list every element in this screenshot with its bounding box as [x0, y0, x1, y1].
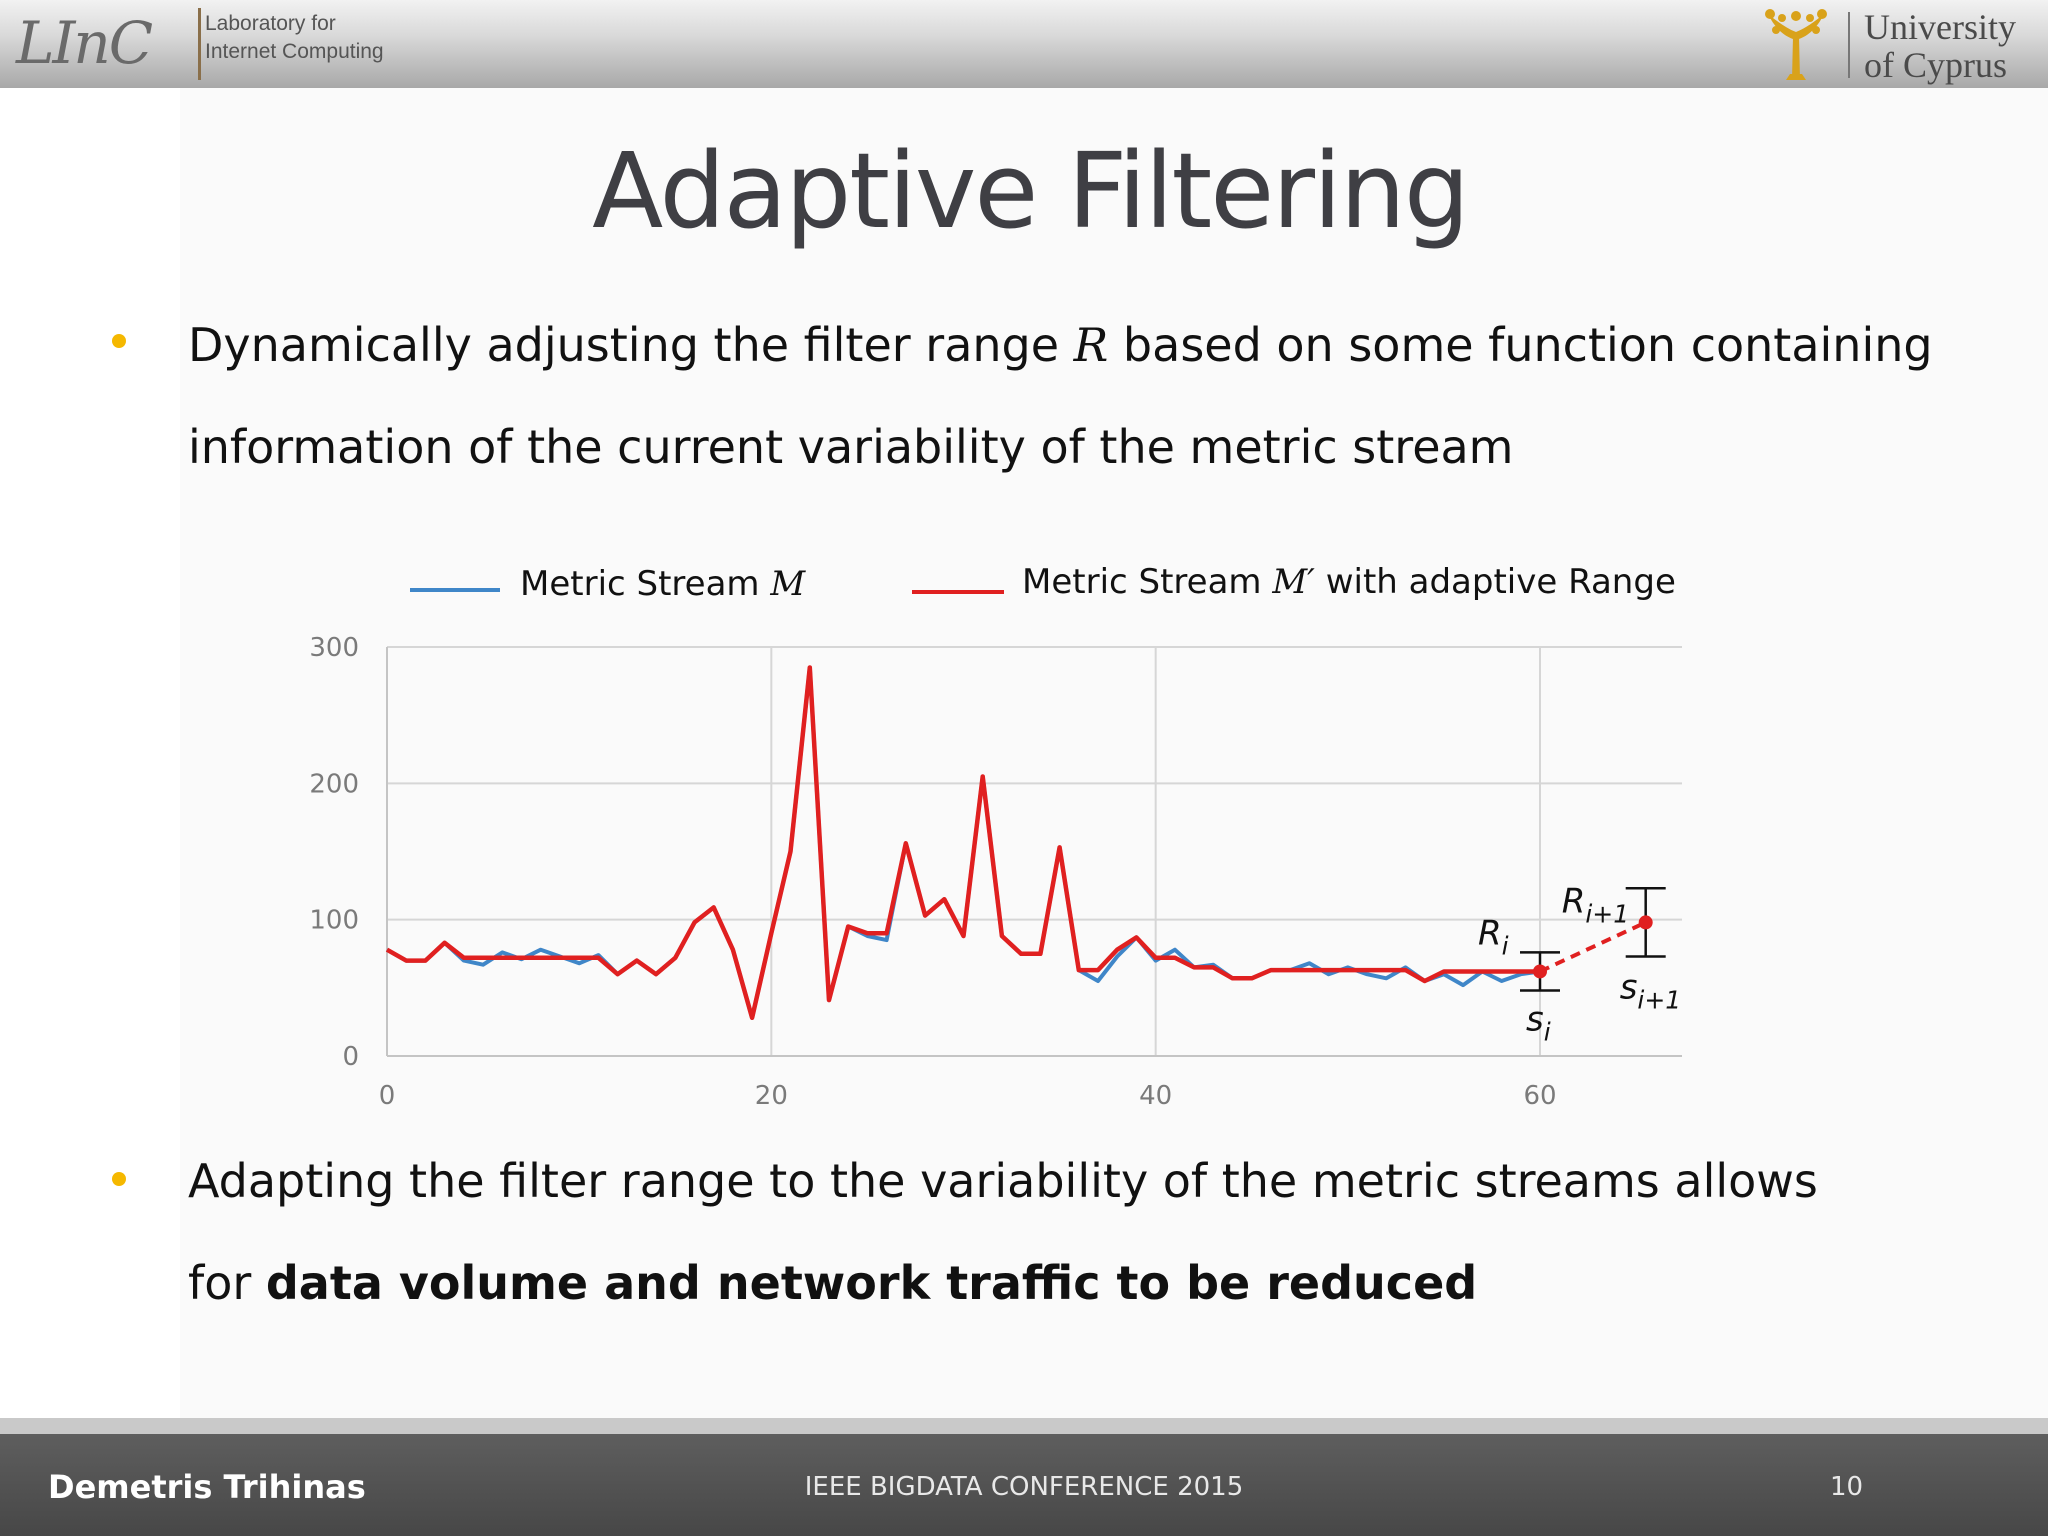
bullet-1-part-1: Dynamically adjusting the filter range [188, 318, 1074, 372]
footer-author: Demetris Trihinas [48, 1468, 366, 1506]
sample-label-s-i: si [1526, 1000, 1551, 1047]
lab-name: Laboratory for Internet Computing [205, 10, 384, 66]
bullet-2-text: Adapting the filter range to the variabi… [188, 1130, 1968, 1334]
sample-label-s-i1: si+1 [1620, 967, 1682, 1014]
range-label-r-i1: Ri+1 [1562, 881, 1629, 928]
bullet-2-prefix: for [188, 1256, 266, 1310]
legend-2-suffix: with adaptive Range [1314, 562, 1676, 602]
x-tick-label: 20 [755, 1081, 788, 1111]
bullet-marker-2 [112, 1172, 126, 1186]
x-tick-label: 40 [1139, 1081, 1172, 1111]
x-tick-label: 60 [1523, 1081, 1556, 1111]
legend-swatch-metric-stream [410, 588, 500, 592]
sample-point-1 [1533, 964, 1547, 979]
bullet-2-emphasis: data volume and network traffic to be re… [265, 1256, 1478, 1310]
legend-label-adaptive-stream: Metric Stream M′ with adaptive Range [1022, 562, 1676, 602]
y-tick-label: 100 [309, 906, 359, 936]
content-panel [180, 88, 2048, 1418]
chart-axes: 0 100 200 300 0 20 40 60 [309, 633, 1682, 1111]
bullet-1-line-2: information of the current variability o… [188, 420, 1514, 474]
logo-divider [198, 8, 201, 80]
university-emblem-icon [1765, 9, 1827, 80]
slide-header: LInC Laboratory for Internet Computing U… [0, 0, 2048, 88]
range-symbol: R [1073, 318, 1109, 372]
y-tick-label: 300 [309, 633, 359, 663]
legend-1-math: M [770, 564, 806, 604]
bullet-1-part-2: based on some function containing [1108, 318, 1933, 372]
series-line-2 [385, 665, 1540, 1021]
lab-name-line1: Laboratory for [205, 12, 336, 35]
chart-grid [387, 646, 1682, 1056]
adaptive-range-link [1539, 920, 1647, 974]
legend-2-text: Metric Stream [1022, 562, 1273, 602]
legend-swatch-adaptive-stream [912, 590, 1004, 594]
range-label-r-i: Ri [1478, 913, 1509, 960]
bullet-1-text: Dynamically adjusting the filter range R… [188, 294, 1968, 498]
footer-conference: IEEE BIGDATA CONFERENCE 2015 [804, 1472, 1244, 1502]
bullet-1-line-1: Dynamically adjusting the filter range R… [188, 294, 1968, 396]
linc-logo: LInC [16, 9, 153, 77]
university-line1: University [1864, 7, 2016, 47]
bullet-2-line-1: Adapting the filter range to the variabi… [188, 1154, 1818, 1208]
university-divider [1848, 12, 1850, 78]
bullet-marker-1 [112, 334, 126, 348]
legend-2-math: M′ [1272, 562, 1315, 602]
university-line2: of Cyprus [1864, 45, 2007, 85]
chart-series [385, 665, 1541, 1021]
chart-annotations: Ri Ri+1 si si+1 [1478, 881, 1681, 1046]
legend-label-metric-stream: Metric Stream M [520, 564, 805, 604]
footer-strip [0, 1418, 2048, 1434]
x-tick-label: 0 [379, 1081, 396, 1111]
series-line-1 [386, 665, 1541, 1020]
slide-footer: Demetris Trihinas IEEE BIGDATA CONFERENC… [0, 1434, 2048, 1536]
slide-title: Adaptive Filtering [592, 130, 1470, 252]
legend-1-text: Metric Stream [520, 564, 771, 604]
y-tick-label: 0 [342, 1042, 359, 1072]
y-tick-label: 200 [309, 769, 359, 799]
university-name: University of Cyprus [1864, 8, 2016, 84]
footer-page-number: 10 [1830, 1472, 1864, 1502]
sample-point-2 [1638, 915, 1653, 930]
bullet-2-line-2: for data volume and network traffic to b… [188, 1232, 1968, 1334]
lab-name-line2: Internet Computing [205, 40, 384, 63]
